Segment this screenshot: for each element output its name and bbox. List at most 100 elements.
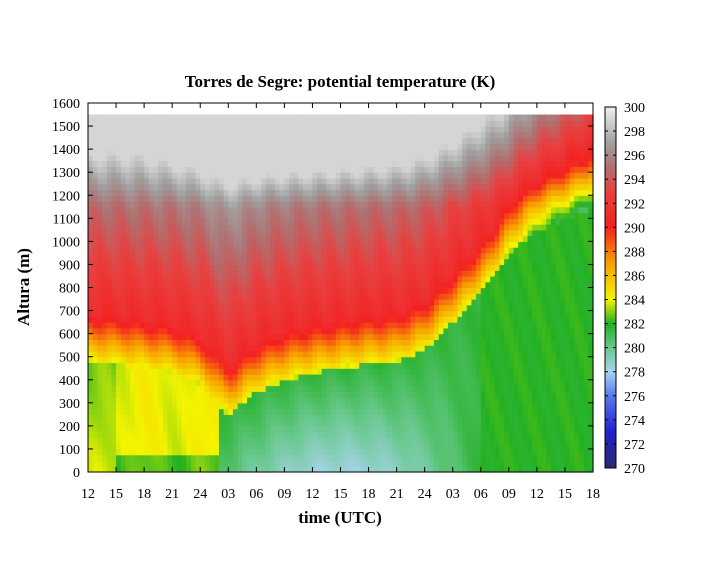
heat-cell <box>261 183 267 191</box>
heat-cell <box>125 143 131 150</box>
heat-cell <box>284 379 290 387</box>
heat-cell <box>261 448 267 456</box>
heat-cell <box>424 373 430 381</box>
heat-cell <box>438 304 444 312</box>
heat-cell <box>434 322 440 329</box>
heat-cell <box>270 397 276 404</box>
heat-cell <box>396 218 402 225</box>
heat-cell <box>237 114 243 121</box>
heat-cell <box>405 218 412 225</box>
heat-cell <box>279 466 285 473</box>
heat-cell <box>190 114 197 121</box>
heat-cell <box>261 322 267 329</box>
heat-cell <box>298 143 304 150</box>
heat-cell <box>443 137 449 144</box>
heat-cell <box>354 448 360 456</box>
heat-cell <box>214 235 220 242</box>
heat-cell <box>251 229 257 237</box>
heat-cell <box>218 443 225 450</box>
heat-cell <box>223 310 229 317</box>
heat-cell <box>195 431 201 439</box>
heat-cell <box>111 166 117 173</box>
heat-cell <box>284 431 290 439</box>
heat-cell <box>434 126 440 133</box>
heat-cell <box>429 143 435 150</box>
heat-cell <box>223 460 229 467</box>
heat-cell <box>88 333 94 340</box>
heat-cell <box>298 460 304 467</box>
heat-cell <box>298 299 304 306</box>
heat-cell <box>232 466 239 473</box>
heat-cell <box>349 391 356 398</box>
heat-cell <box>153 229 159 237</box>
heat-cell <box>457 120 463 127</box>
heat-cell <box>377 206 384 214</box>
heat-cell <box>326 154 332 162</box>
heat-cell <box>434 143 440 150</box>
heat-cell <box>359 252 365 260</box>
heat-cell <box>172 195 178 202</box>
heat-cell <box>391 241 398 248</box>
heat-cell <box>331 275 337 283</box>
heat-cell <box>97 385 103 392</box>
heat-cell <box>116 143 122 150</box>
heat-cell <box>102 224 108 231</box>
heat-cell <box>270 149 276 156</box>
heat-cell <box>307 247 314 254</box>
heat-cell <box>172 339 178 346</box>
heat-cell <box>443 299 449 306</box>
heat-cell <box>354 206 360 214</box>
heat-cell <box>148 356 155 364</box>
heat-cell <box>387 373 393 381</box>
heat-cell <box>359 160 365 168</box>
heat-cell <box>452 172 458 179</box>
heat-cell <box>251 143 257 150</box>
heat-cell <box>368 368 374 375</box>
heat-cell <box>162 120 169 127</box>
heat-cell <box>405 345 412 352</box>
heat-cell <box>246 206 253 214</box>
heat-cell <box>120 350 127 358</box>
heat-cell <box>214 466 220 473</box>
heat-cell <box>359 131 365 139</box>
heat-cell <box>242 345 248 352</box>
heat-cell <box>125 385 131 392</box>
heat-cell <box>307 281 314 289</box>
heat-cell <box>148 299 155 306</box>
heat-cell <box>130 431 136 439</box>
heat-cell <box>116 275 122 283</box>
heat-cell <box>438 437 444 444</box>
heat-cell <box>382 235 388 242</box>
heat-cell <box>134 425 141 433</box>
heat-cell <box>349 437 356 444</box>
heat-cell <box>256 425 262 433</box>
heat-cell <box>363 189 370 196</box>
heat-cell <box>139 420 145 427</box>
heat-cell <box>298 172 304 179</box>
heat-cell <box>195 183 201 191</box>
heat-cell <box>162 212 169 219</box>
heat-cell <box>401 310 407 317</box>
heat-cell <box>162 149 169 156</box>
heat-cell <box>120 420 127 427</box>
heat-cell <box>209 281 215 289</box>
heat-cell <box>298 333 304 340</box>
heat-cell <box>377 143 384 150</box>
heat-cell <box>162 114 169 121</box>
heat-cell <box>429 431 435 439</box>
heat-cell <box>111 408 117 415</box>
heat-cell <box>106 397 112 404</box>
heat-cell <box>232 160 239 168</box>
heat-cell <box>162 270 169 277</box>
heat-cell <box>176 420 183 427</box>
heat-cell <box>97 224 103 231</box>
heat-cell <box>429 327 435 335</box>
heat-cell <box>387 270 393 277</box>
heat-cell <box>335 235 342 242</box>
heat-cell <box>368 241 374 248</box>
heat-cell <box>130 379 136 387</box>
heat-cell <box>92 166 98 173</box>
heat-cell <box>251 408 257 415</box>
heat-cell <box>359 345 365 352</box>
heat-cell <box>242 195 248 202</box>
